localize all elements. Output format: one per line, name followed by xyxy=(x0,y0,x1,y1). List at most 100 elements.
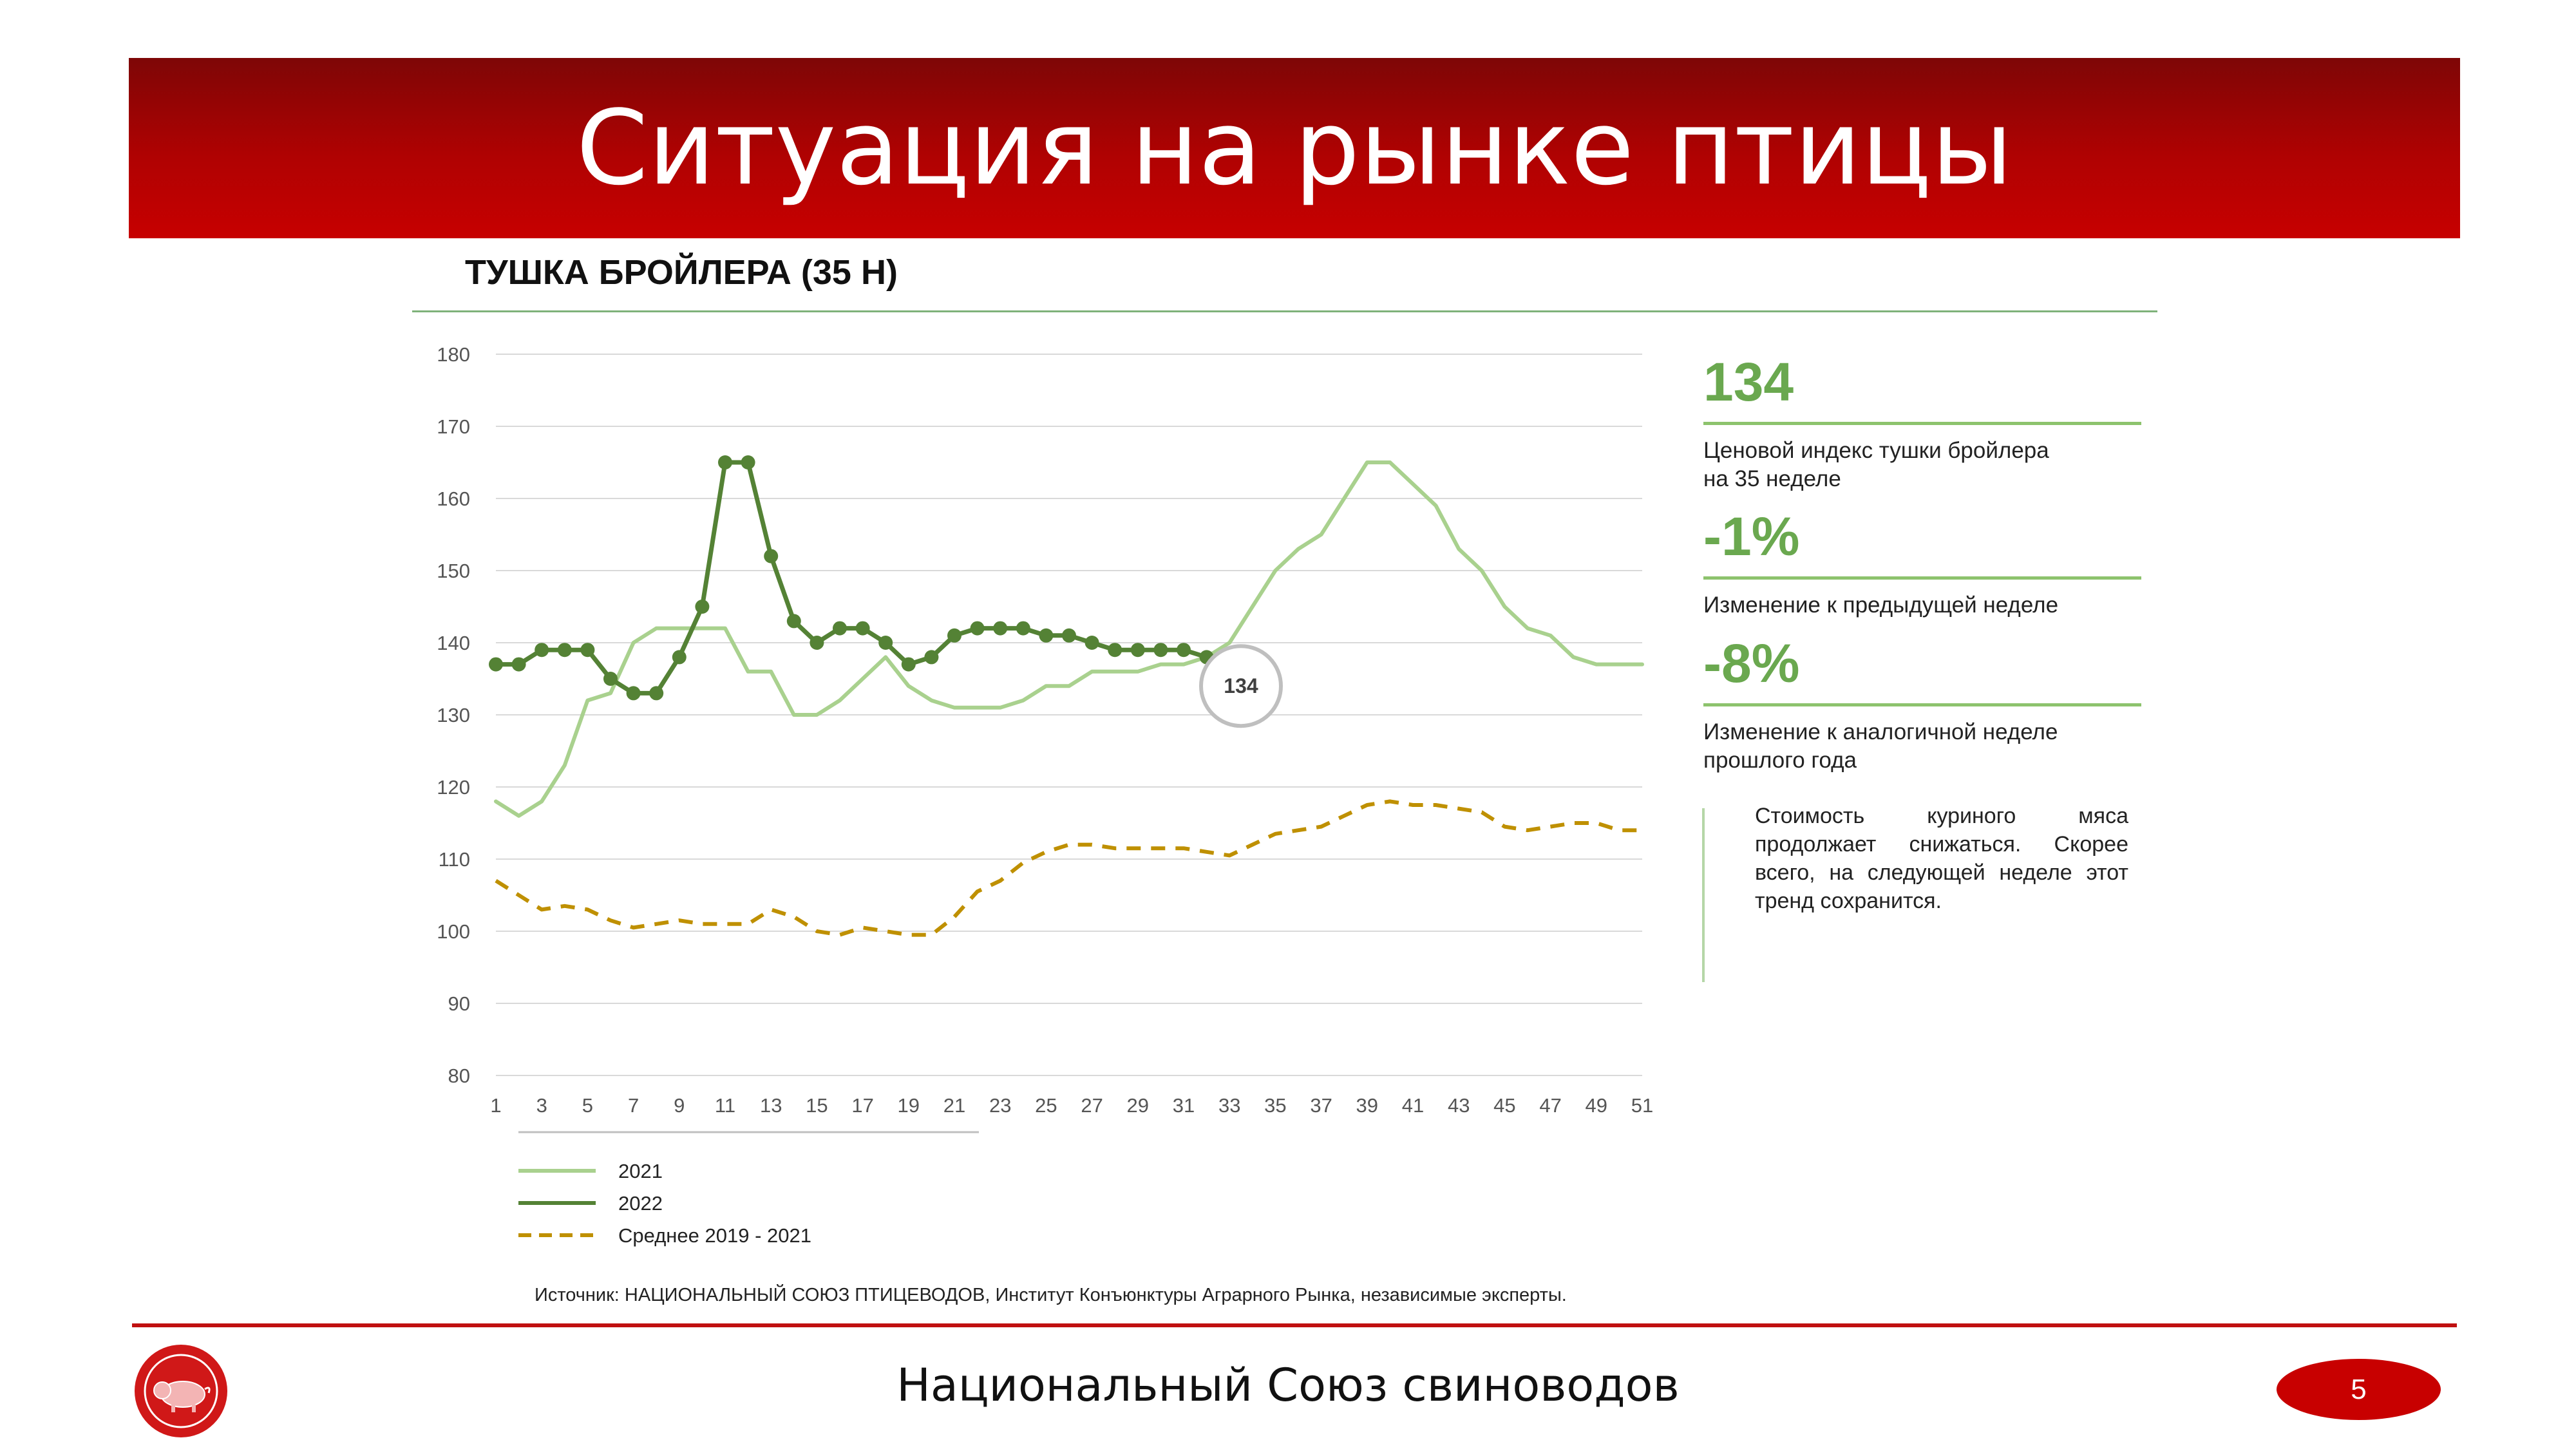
x-tick-label: 3 xyxy=(536,1094,547,1117)
kpi-divider xyxy=(1703,703,2141,706)
kpi-value: -1% xyxy=(1703,506,1800,567)
x-tick-label: 39 xyxy=(1356,1094,1378,1117)
data-point xyxy=(1153,643,1168,658)
page-title: Ситуация на рынке птицы xyxy=(576,88,2013,208)
pig-logo-icon xyxy=(135,1345,227,1437)
data-point xyxy=(786,614,801,629)
x-tick-label: 49 xyxy=(1586,1094,1607,1117)
page-number-badge: 5 xyxy=(2277,1359,2441,1420)
x-tick-label: 45 xyxy=(1493,1094,1515,1117)
x-tick-label: 31 xyxy=(1173,1094,1195,1117)
chart-subtitle: ТУШКА БРОЙЛЕРА (35 Н) xyxy=(465,253,898,292)
kpi-divider xyxy=(1703,422,2141,425)
y-tick-label: 150 xyxy=(437,560,470,582)
y-tick-label: 170 xyxy=(437,415,470,438)
kpi-current-index: 134 Ценовой индекс тушки бройлера на 35 … xyxy=(1703,351,2141,493)
y-tick-label: 110 xyxy=(439,848,470,871)
x-tick-label: 51 xyxy=(1631,1094,1653,1117)
header-banner: Ситуация на рынке птицы xyxy=(129,58,2460,238)
kpi-label-line: Изменение к аналогичной неделе xyxy=(1703,719,2058,744)
x-tick-label: 5 xyxy=(582,1094,593,1117)
footer-organization: Национальный Союз свиноводов xyxy=(896,1359,1680,1412)
data-point xyxy=(993,621,1008,636)
y-tick-label: 130 xyxy=(437,704,470,726)
y-tick-label: 90 xyxy=(448,992,470,1015)
x-tick-label: 27 xyxy=(1081,1094,1103,1117)
footer-divider xyxy=(132,1323,2457,1327)
chart-gridlines xyxy=(496,354,1642,1076)
data-point xyxy=(511,657,526,672)
chart-legend: 2021 2022 Среднее 2019 - 2021 xyxy=(518,1131,979,1247)
legend-label: 2021 xyxy=(618,1160,663,1182)
chart-series xyxy=(489,455,1644,937)
legend-label: Среднее 2019 - 2021 xyxy=(618,1224,811,1247)
series-line-3 xyxy=(495,799,1642,937)
y-tick-label: 120 xyxy=(437,776,470,799)
x-tick-label: 15 xyxy=(806,1094,828,1117)
callout-label: 134 xyxy=(1224,674,1258,697)
x-tick-label: 35 xyxy=(1264,1094,1286,1117)
y-axis-tick-labels: 180 170 160 150 140 130 120 110 100 90 80 xyxy=(437,343,470,1087)
x-tick-label: 41 xyxy=(1402,1094,1424,1117)
y-tick-label: 100 xyxy=(437,920,470,943)
data-point xyxy=(1016,621,1030,636)
x-tick-label: 33 xyxy=(1218,1094,1240,1117)
kpi-yearly-change: -8% Изменение к аналогичной неделе прошл… xyxy=(1703,632,2141,775)
kpi-divider xyxy=(1703,576,2141,580)
x-axis-tick-labels: 1 3 5 7 9 11 13 15 17 19 21 23 25 27 29 31 33 35 37 39 41 43 4… xyxy=(490,1094,1653,1117)
subtitle-divider xyxy=(412,310,2157,312)
x-tick-label: 7 xyxy=(628,1094,639,1117)
data-point xyxy=(489,657,503,672)
x-tick-label: 13 xyxy=(760,1094,782,1117)
forecast-comment: Стоимость куриного мяса продолжает снижа… xyxy=(1755,804,2128,913)
chart-callout: 134 xyxy=(1199,644,1283,728)
data-point xyxy=(580,643,595,658)
source-note: Источник: НАЦИОНАЛЬНЫЙ СОЮЗ ПТИЦЕВОДОВ, … xyxy=(535,1285,1567,1305)
data-point xyxy=(1084,636,1099,650)
data-point xyxy=(855,621,870,636)
kpi-label-line: на 35 неделе xyxy=(1703,466,1841,491)
x-tick-label: 25 xyxy=(1035,1094,1057,1117)
x-tick-label: 17 xyxy=(851,1094,873,1117)
x-tick-label: 21 xyxy=(943,1094,965,1117)
data-point xyxy=(695,600,710,614)
data-point xyxy=(672,650,687,665)
kpi-label: Изменение к предыдущей неделе xyxy=(1703,591,2141,620)
data-point xyxy=(1062,628,1076,643)
kpi-weekly-change: -1% Изменение к предыдущей неделе xyxy=(1703,506,2141,620)
kpi-label-line: прошлого года xyxy=(1703,748,1857,773)
comment-accent-bar xyxy=(1702,808,1705,982)
data-point xyxy=(970,621,985,636)
x-tick-label: 19 xyxy=(898,1094,920,1117)
callout-circle xyxy=(1199,644,1283,728)
data-point xyxy=(603,672,618,686)
data-point xyxy=(1177,643,1191,658)
data-point xyxy=(718,455,732,469)
y-tick-label: 80 xyxy=(448,1065,470,1087)
kpi-label-line: Ценовой индекс тушки бройлера xyxy=(1703,438,2049,463)
series-line-1 xyxy=(494,460,1644,818)
data-point xyxy=(947,628,961,643)
data-point xyxy=(833,621,847,636)
x-tick-label: 47 xyxy=(1539,1094,1561,1117)
series-line-2 xyxy=(493,460,1209,696)
data-point xyxy=(649,686,664,701)
data-point xyxy=(741,455,755,469)
data-point xyxy=(1130,643,1145,658)
y-tick-label: 140 xyxy=(437,632,470,654)
data-point xyxy=(1108,643,1122,658)
data-point xyxy=(1039,628,1054,643)
y-tick-label: 160 xyxy=(437,488,470,510)
data-point xyxy=(626,686,641,701)
data-point xyxy=(810,636,824,650)
x-tick-label: 37 xyxy=(1310,1094,1332,1117)
kpi-label: Изменение к аналогичной неделе прошлого … xyxy=(1703,718,2141,775)
data-point xyxy=(764,549,779,564)
x-tick-label: 9 xyxy=(674,1094,685,1117)
x-tick-label: 43 xyxy=(1448,1094,1470,1117)
x-tick-label: 23 xyxy=(989,1094,1011,1117)
kpi-label: Ценовой индекс тушки бройлера на 35 неде… xyxy=(1703,437,2141,493)
kpi-value: -8% xyxy=(1703,633,1800,694)
data-point xyxy=(557,643,572,658)
